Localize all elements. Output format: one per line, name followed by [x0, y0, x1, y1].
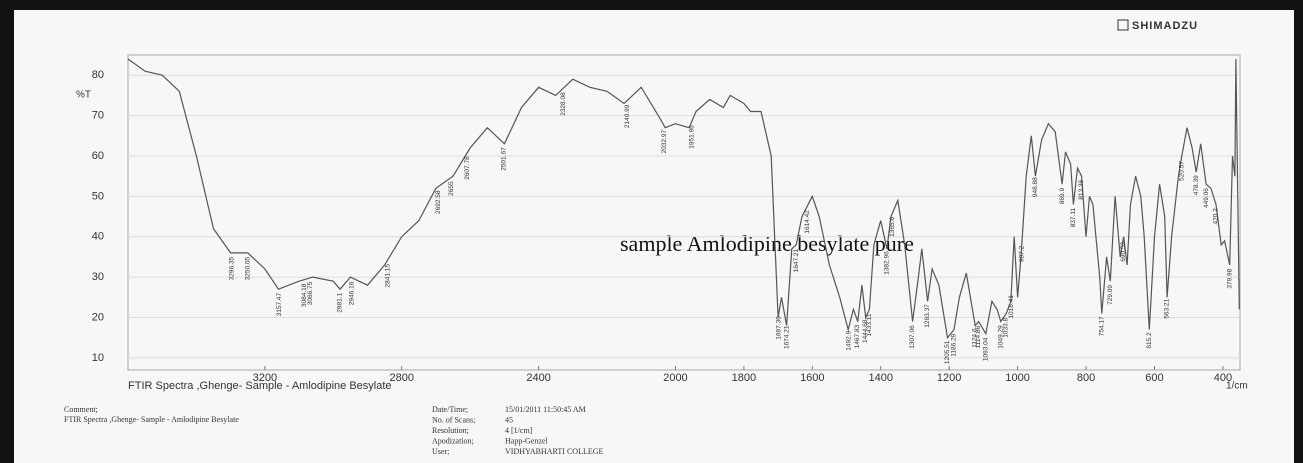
peak-label: 1186.29	[951, 333, 958, 356]
peak-label: 2607.78	[464, 156, 471, 180]
peak-label: 1697.36	[776, 316, 783, 340]
peak-label: 1365.6	[889, 217, 896, 237]
peak-label: 478.39	[1193, 175, 1200, 195]
peak-label: 2946.16	[348, 281, 355, 305]
y-axis-label: %T	[76, 90, 91, 101]
peak-label: 948.88	[1032, 177, 1039, 197]
peak-label: 2692.58	[435, 190, 442, 214]
y-tick-label: 50	[92, 190, 104, 202]
peak-label: 3084.18	[301, 283, 308, 307]
footer-label: User;	[432, 447, 449, 456]
footer-value: 45	[505, 415, 513, 424]
x-title: FTIR Spectra ,Ghenge- Sample - Amlodipin…	[128, 380, 392, 392]
peak-label: 2140.99	[624, 104, 631, 128]
peak-label: 1674.21	[784, 325, 791, 349]
peak-label: 449.06	[1203, 188, 1210, 208]
x-tick-label: 800	[1077, 372, 1095, 384]
peak-label: 1263.37	[924, 304, 931, 328]
x-tick-label: 1400	[868, 372, 892, 384]
peak-label: 615.2	[1146, 332, 1153, 349]
peak-label: 1492.9	[846, 330, 853, 350]
footer-label: Date/Time;	[432, 405, 468, 414]
plot-frame	[127, 54, 1241, 371]
peak-label: 3296.35	[229, 257, 236, 281]
peak-label: 1647.21	[793, 249, 800, 273]
peak-label: 2981.1	[337, 292, 344, 312]
peak-label: 1114.86	[975, 326, 982, 349]
peak-label: 1033.8	[1003, 318, 1010, 338]
peak-label: 690.52	[1120, 241, 1127, 261]
peak-label: 3157.47	[276, 293, 283, 317]
peak-label: 754.17	[1098, 316, 1105, 336]
brand-logo	[1117, 19, 1129, 31]
peak-label: 563.21	[1164, 299, 1171, 319]
peak-label: 1205.51	[944, 340, 951, 364]
x-tick-label: 600	[1145, 372, 1163, 384]
footer-value: VIDHYABHARTI COLLEGE	[505, 447, 604, 456]
x-tick-label: 2000	[663, 372, 687, 384]
peak-label: 1124.6	[972, 328, 979, 348]
peak-label: 3066.75	[307, 281, 314, 305]
footer-value: 15/01/2011 11:50:45 AM	[505, 405, 586, 414]
x-tick-label: 1800	[732, 372, 756, 384]
peak-label: 2655	[448, 181, 455, 196]
peak-label: 1093.04	[983, 337, 990, 361]
peak-label: 520.57	[1178, 161, 1185, 181]
spectrum-line	[127, 58, 1240, 340]
footer-value: 4 [1/cm]	[505, 426, 533, 435]
peak-label: 1951.96	[689, 125, 696, 149]
footer-label: No. of Scans;	[432, 415, 475, 424]
x-tick-label: 400	[1214, 372, 1232, 384]
peak-label: 869.9	[1059, 188, 1066, 205]
peak-label: 1467.83	[854, 324, 861, 348]
x-tick-label: 3200	[253, 372, 277, 384]
x-tick-label: 2800	[389, 372, 413, 384]
peak-label: 1018.41	[1008, 295, 1015, 319]
comment-label: Comment;	[64, 405, 98, 414]
y-tick-label: 60	[92, 150, 104, 162]
peak-label: 379.98	[1226, 268, 1233, 288]
y-tick-label: 40	[92, 231, 104, 243]
y-tick-label: 20	[92, 311, 104, 323]
peak-label: 1382.96	[883, 251, 890, 275]
comment: FTIR Spectra ,Ghenge- Sample - Amlodipin…	[64, 415, 239, 424]
peak-label: 1307.06	[909, 325, 916, 349]
y-tick-label: 70	[92, 109, 104, 121]
peak-label: 1444.68	[862, 319, 869, 343]
x-tick-label: 1000	[1005, 372, 1029, 384]
peak-label: 2841.15	[384, 264, 391, 288]
peak-label: 813.36	[1078, 180, 1085, 200]
brand: SHIMADZU	[1132, 20, 1198, 32]
peak-label: 837.11	[1070, 208, 1077, 228]
y-tick-label: 10	[92, 352, 104, 364]
peak-label: 987.2	[1019, 245, 1026, 262]
peak-label: 1049.29	[997, 325, 1004, 349]
peak-label: 3250.05	[244, 257, 251, 281]
peak-label: 729.09	[1107, 285, 1114, 305]
peak-label: 1614.42	[804, 210, 811, 234]
peak-label: 2032.97	[661, 130, 668, 154]
peak-label: 420.2	[1213, 208, 1220, 225]
peak-label: 2328.08	[560, 92, 567, 116]
peak-label: 2501.67	[501, 147, 508, 171]
x-tick-label: 2400	[526, 372, 550, 384]
y-tick-label: 80	[92, 69, 104, 81]
x-tick-label: 1200	[937, 372, 961, 384]
peak-label: 1433.11	[866, 313, 873, 336]
footer-label: Resolution;	[432, 426, 469, 435]
annotation: sample Amlodipine besylate pure	[620, 231, 914, 256]
footer-value: Happ-Genzel	[505, 436, 548, 445]
footer-label: Apodization;	[432, 436, 474, 445]
x-tick-label: 1600	[800, 372, 824, 384]
y-tick-label: 30	[92, 271, 104, 283]
x-axis-label: 1/cm	[1226, 381, 1248, 392]
